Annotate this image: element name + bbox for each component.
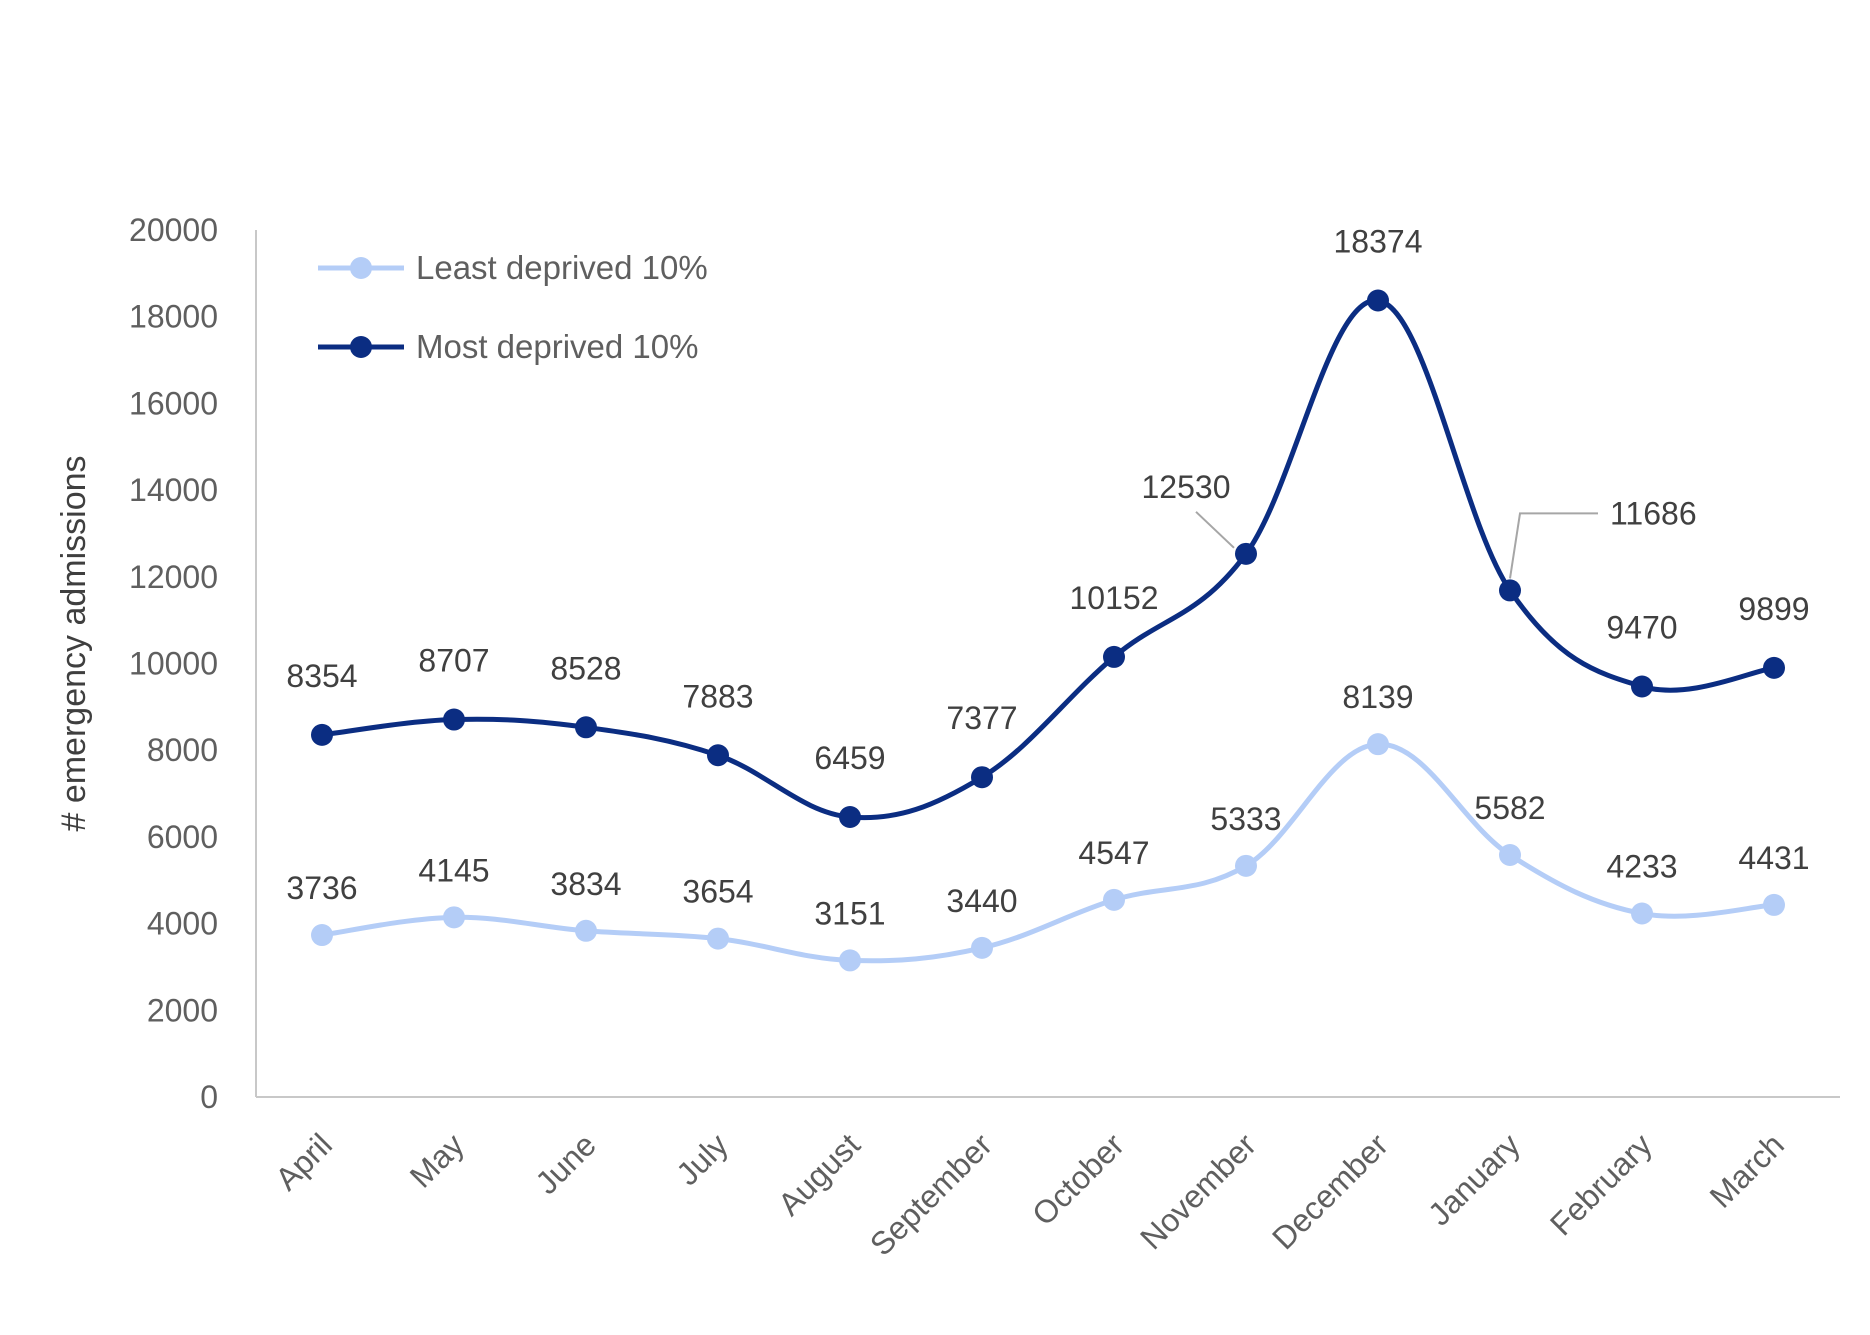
data-point (1763, 893, 1785, 916)
y-tick-label: 0 (200, 1079, 218, 1115)
data-label: 3440 (946, 883, 1017, 919)
data-label: 4431 (1738, 840, 1809, 876)
data-label: 4233 (1606, 848, 1677, 884)
data-point (1367, 289, 1389, 312)
legend: Least deprived 10% Most deprived 10% (318, 249, 708, 365)
y-tick-label: 20000 (129, 212, 218, 248)
data-label: 10152 (1070, 580, 1159, 616)
data-label: 8139 (1342, 679, 1413, 715)
data-label: 9470 (1606, 609, 1677, 645)
y-tick-label: 16000 (129, 385, 218, 421)
y-tick-label: 18000 (129, 299, 218, 335)
data-point (1631, 675, 1653, 698)
legend-label: Least deprived 10% (416, 249, 708, 286)
data-point (1103, 888, 1125, 911)
data-point (1499, 579, 1521, 602)
data-label: 18374 (1334, 223, 1423, 259)
series-most-deprived (311, 289, 1785, 829)
x-tick-label: April (268, 1126, 339, 1197)
data-label: 7883 (682, 678, 753, 714)
data-point (1763, 656, 1785, 679)
data-point (311, 723, 333, 746)
legend-item: Least deprived 10% (318, 249, 708, 286)
data-label: 6459 (814, 740, 885, 776)
data-label: 8707 (418, 643, 489, 679)
data-labels: 3736 4145 3834 3654 3151 3440 4547 5333 8139 5582… (286, 223, 1809, 931)
x-tick-label: February (1543, 1126, 1659, 1242)
y-tick-label: 14000 (129, 472, 218, 508)
x-tick-label: September (863, 1126, 999, 1262)
series-least-deprived (311, 733, 1785, 972)
data-label: 9899 (1738, 591, 1809, 627)
series-layer (311, 289, 1785, 972)
data-point (311, 924, 333, 947)
x-tick-label: August (771, 1126, 867, 1222)
data-label: 4547 (1078, 835, 1149, 871)
data-point (971, 936, 993, 959)
legend-marker (350, 336, 372, 358)
data-point (1631, 902, 1653, 925)
data-point (1367, 733, 1389, 756)
legend-item: Most deprived 10% (318, 328, 698, 365)
data-point (839, 949, 861, 972)
y-tick-label: 8000 (147, 732, 218, 768)
x-tick-label: November (1133, 1126, 1263, 1256)
y-tick-label: 4000 (147, 906, 218, 942)
data-point (1499, 844, 1521, 867)
data-label: 8528 (550, 650, 621, 686)
x-tick-label: March (1703, 1126, 1791, 1214)
data-label: 7377 (946, 700, 1017, 736)
series-line (319, 741, 1777, 964)
leader-line (1195, 511, 1235, 549)
y-tick-label: 2000 (147, 992, 218, 1028)
data-point (707, 927, 729, 950)
data-label: 3654 (682, 874, 753, 910)
x-tick-label: December (1265, 1126, 1395, 1256)
data-point (707, 744, 729, 767)
x-tick-label: May (403, 1126, 471, 1194)
x-tick-label: June (528, 1126, 603, 1201)
y-axis-title: # emergency admissions (55, 455, 93, 831)
series-line (319, 297, 1777, 821)
data-label: 3834 (550, 866, 621, 902)
legend-label: Most deprived 10% (416, 328, 698, 365)
data-label: 3151 (814, 895, 885, 931)
data-point (443, 906, 465, 929)
data-point (1235, 542, 1257, 565)
data-label: 5582 (1474, 790, 1545, 826)
x-tick-label: January (1421, 1126, 1527, 1232)
data-point (1235, 854, 1257, 877)
data-label: 11686 (1610, 495, 1697, 531)
data-label: 3736 (286, 870, 357, 906)
x-tick-label: July (669, 1126, 735, 1192)
data-point (443, 708, 465, 731)
y-tick-label: 10000 (129, 646, 218, 682)
y-tick-label: 6000 (147, 819, 218, 855)
legend-marker (350, 257, 372, 279)
data-point (575, 716, 597, 739)
data-label: 4145 (418, 852, 489, 888)
data-label: 8354 (286, 658, 357, 694)
data-point (575, 919, 597, 942)
data-label: 12530 (1142, 469, 1231, 505)
leader-line (1509, 512, 1598, 579)
y-tick-label: 12000 (129, 559, 218, 595)
data-point (971, 766, 993, 789)
x-tick-label: October (1025, 1126, 1131, 1232)
data-point (1103, 645, 1125, 668)
data-point (839, 806, 861, 829)
data-label: 5333 (1210, 801, 1281, 837)
